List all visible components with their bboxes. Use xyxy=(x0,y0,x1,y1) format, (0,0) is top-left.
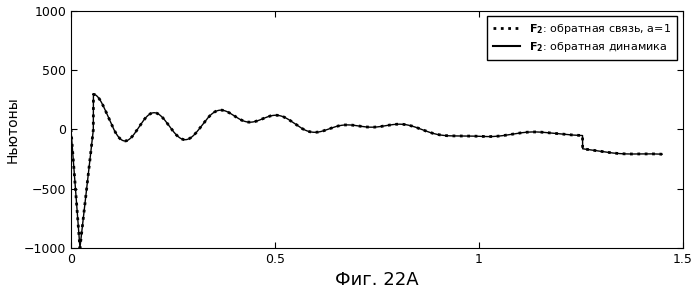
X-axis label: Фиг. 22А: Фиг. 22А xyxy=(335,271,419,289)
Y-axis label: Ньютоны: Ньютоны xyxy=(6,96,20,163)
Legend: $\mathbf{F_2}$: обратная связь, a=1, $\mathbf{F_2}$: обратная динамика: $\mathbf{F_2}$: обратная связь, a=1, $\m… xyxy=(487,16,677,60)
